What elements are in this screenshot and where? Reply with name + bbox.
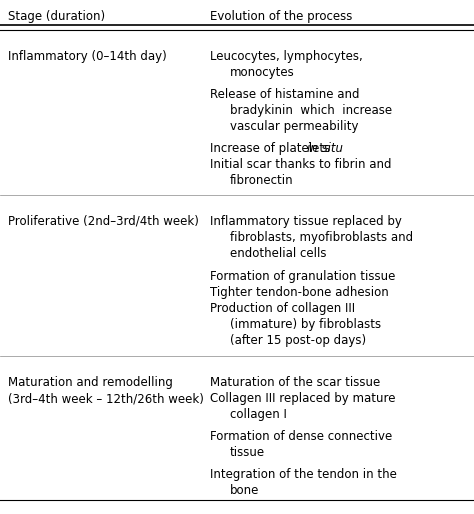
Text: Release of histamine and: Release of histamine and	[210, 88, 359, 101]
Text: Integration of the tendon in the: Integration of the tendon in the	[210, 468, 397, 481]
Text: Stage (duration): Stage (duration)	[8, 10, 105, 23]
Text: (immature) by fibroblasts: (immature) by fibroblasts	[230, 318, 381, 331]
Text: Collagen III replaced by mature: Collagen III replaced by mature	[210, 392, 395, 405]
Text: monocytes: monocytes	[230, 66, 295, 79]
Text: fibronectin: fibronectin	[230, 174, 293, 187]
Text: Evolution of the process: Evolution of the process	[210, 10, 352, 23]
Text: Increase of platelets: Increase of platelets	[210, 142, 334, 155]
Text: tissue: tissue	[230, 446, 265, 459]
Text: (after 15 post-op days): (after 15 post-op days)	[230, 334, 366, 347]
Text: vascular permeability: vascular permeability	[230, 120, 358, 133]
Text: Proliferative (2nd–3rd/4th week): Proliferative (2nd–3rd/4th week)	[8, 215, 199, 228]
Text: Formation of granulation tissue: Formation of granulation tissue	[210, 270, 395, 283]
Text: fibroblasts, myofibroblasts and: fibroblasts, myofibroblasts and	[230, 231, 413, 244]
Text: Formation of dense connective: Formation of dense connective	[210, 430, 392, 443]
Text: bradykinin  which  increase: bradykinin which increase	[230, 104, 392, 117]
Text: endothelial cells: endothelial cells	[230, 247, 327, 260]
Text: collagen I: collagen I	[230, 408, 287, 421]
Text: Tighter tendon-bone adhesion: Tighter tendon-bone adhesion	[210, 286, 389, 299]
Text: Maturation and remodelling: Maturation and remodelling	[8, 376, 173, 389]
Text: Inflammatory (0–14th day): Inflammatory (0–14th day)	[8, 50, 167, 63]
Text: Maturation of the scar tissue: Maturation of the scar tissue	[210, 376, 380, 389]
Text: Leucocytes, lymphocytes,: Leucocytes, lymphocytes,	[210, 50, 363, 63]
Text: in situ: in situ	[307, 142, 343, 155]
Text: bone: bone	[230, 484, 259, 497]
Text: Initial scar thanks to fibrin and: Initial scar thanks to fibrin and	[210, 158, 392, 171]
Text: Production of collagen III: Production of collagen III	[210, 302, 355, 315]
Text: Inflammatory tissue replaced by: Inflammatory tissue replaced by	[210, 215, 402, 228]
Text: (3rd–4th week – 12th/26th week): (3rd–4th week – 12th/26th week)	[8, 392, 204, 405]
